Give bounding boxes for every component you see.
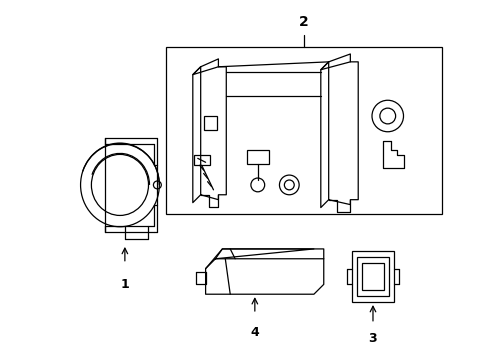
Bar xyxy=(246,150,268,164)
Bar xyxy=(203,116,217,130)
Bar xyxy=(357,257,388,296)
Bar xyxy=(351,251,393,302)
Text: 2: 2 xyxy=(299,15,308,30)
Text: 1: 1 xyxy=(120,278,129,292)
Bar xyxy=(193,156,209,165)
Bar xyxy=(166,47,441,215)
Bar xyxy=(362,263,383,290)
Text: 3: 3 xyxy=(368,332,377,345)
Text: 4: 4 xyxy=(250,326,259,339)
